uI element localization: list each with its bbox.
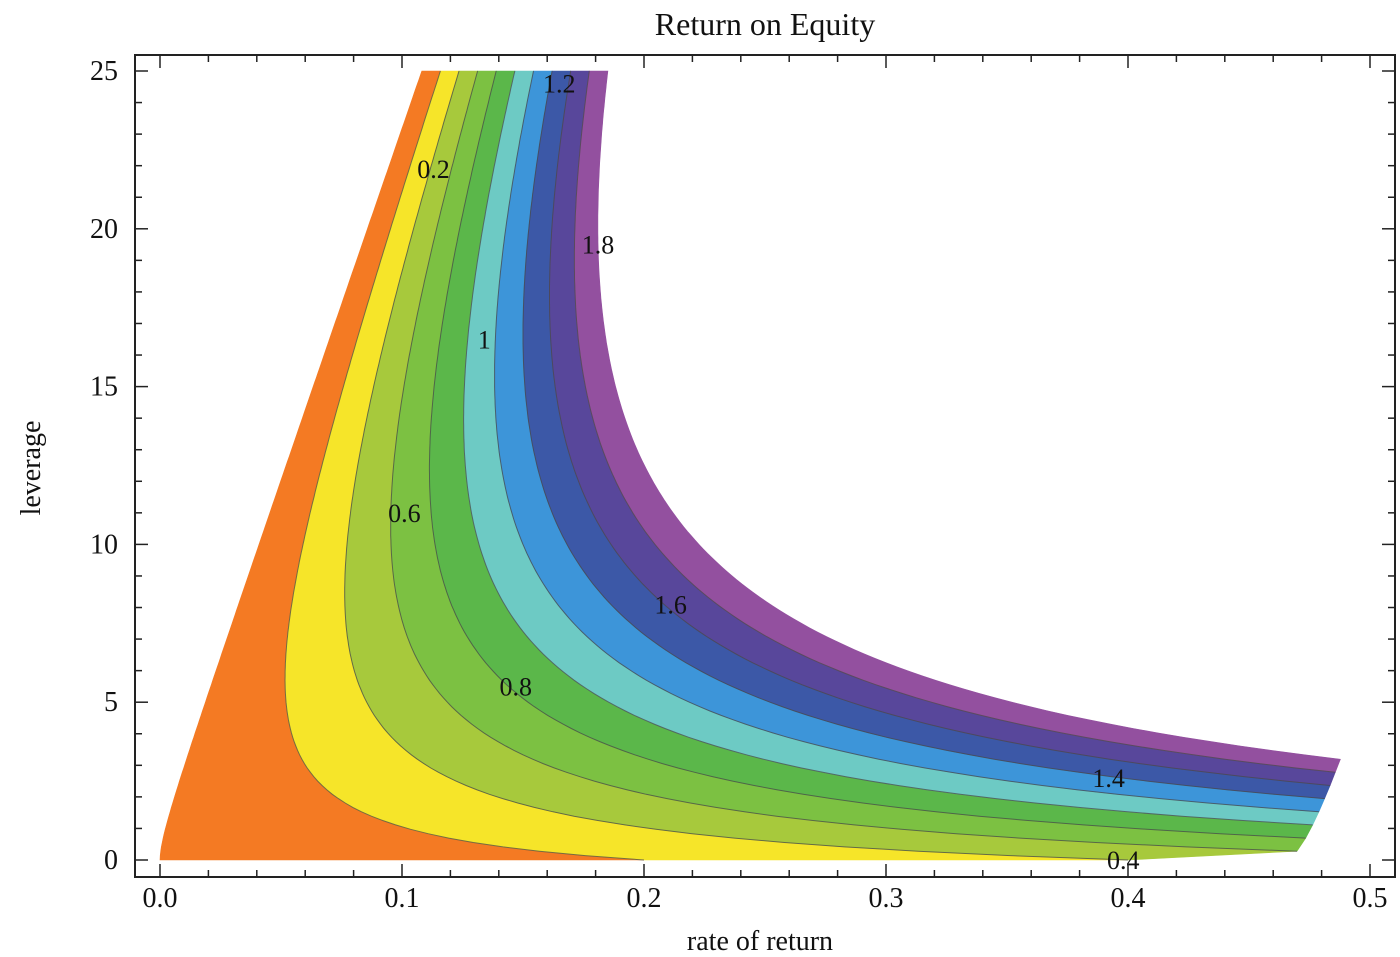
x-tick-label: 0.3 bbox=[869, 883, 904, 914]
contour-line bbox=[494, 70, 1319, 813]
plot-frame bbox=[134, 54, 1396, 878]
contour-label: 0.6 bbox=[388, 499, 421, 528]
contour-line bbox=[390, 70, 1298, 852]
chart-title: Return on Equity bbox=[655, 6, 875, 42]
x-tick-label: 0.1 bbox=[385, 883, 420, 914]
y-tick-label: 15 bbox=[90, 372, 118, 403]
x-tick-label: 0.5 bbox=[1353, 883, 1388, 914]
contour-labels: 1.2 0.2 1.8 1 0.6 1.6 0.8 1.4 0.4 bbox=[388, 70, 1139, 875]
contour-label: 1.2 bbox=[543, 70, 576, 99]
plot-area: 1.2 0.2 1.8 1 0.6 1.6 0.8 1.4 0.4 bbox=[134, 54, 1396, 878]
y-tick-labels: 0 5 10 15 20 25 bbox=[90, 56, 118, 876]
contour-lines bbox=[284, 70, 1336, 861]
contour-line bbox=[522, 70, 1325, 800]
contour-label: 1.4 bbox=[1092, 764, 1125, 793]
contour-line bbox=[428, 70, 1306, 839]
contour-bands bbox=[159, 70, 1341, 861]
contour-label: 0.8 bbox=[499, 672, 532, 701]
contour-line bbox=[284, 70, 645, 861]
contour-line bbox=[344, 70, 1129, 861]
contour-label: 1.6 bbox=[654, 590, 687, 619]
x-tick-label: 0.2 bbox=[627, 883, 662, 914]
contour-label: 1.8 bbox=[582, 231, 615, 260]
y-tick-label: 20 bbox=[90, 214, 118, 245]
y-tick-label: 10 bbox=[90, 529, 118, 560]
contour-line bbox=[549, 70, 1331, 786]
contour-line bbox=[463, 70, 1313, 826]
x-tick-label: 0.4 bbox=[1111, 883, 1146, 914]
y-tick-label: 0 bbox=[104, 845, 118, 876]
contour-label: 0.2 bbox=[417, 155, 450, 184]
axis-ticks bbox=[135, 55, 1395, 877]
contour-label: 1 bbox=[478, 325, 491, 354]
x-tick-labels: 0.0 0.1 0.2 0.3 0.4 0.5 bbox=[143, 883, 1388, 914]
y-tick-label: 25 bbox=[90, 56, 118, 87]
x-tick-label: 0.0 bbox=[143, 883, 178, 914]
y-tick-label: 5 bbox=[104, 687, 118, 718]
x-axis-label: rate of return bbox=[687, 926, 833, 957]
contour-label: 0.4 bbox=[1107, 846, 1140, 875]
contour-line bbox=[573, 70, 1336, 773]
y-axis-label: leverage bbox=[16, 421, 47, 516]
